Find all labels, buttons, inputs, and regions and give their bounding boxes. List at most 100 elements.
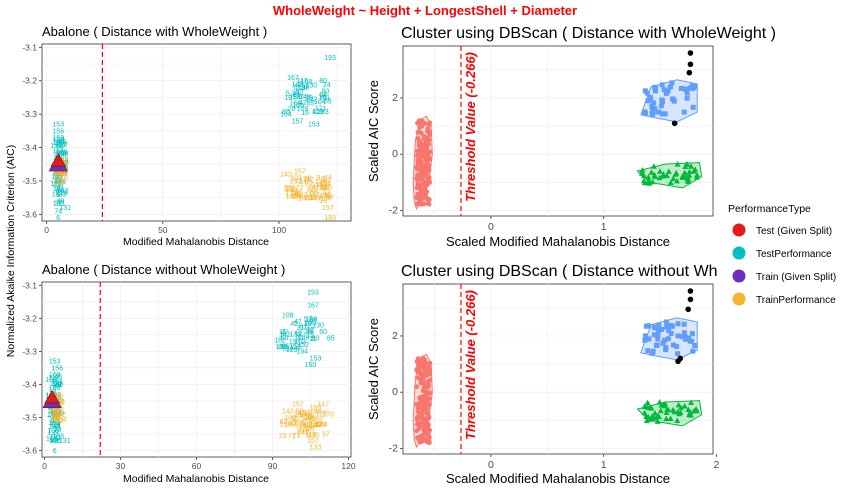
point-label: 117 — [48, 375, 59, 382]
cluster-point-blue — [675, 333, 681, 339]
point-label: 67 — [290, 420, 298, 427]
cluster-point-red — [424, 415, 430, 421]
legend-label: TrainPerformance — [756, 295, 836, 306]
point-label: 150 — [289, 344, 301, 351]
cluster-point-red — [418, 186, 424, 192]
cluster-point-green — [656, 413, 663, 420]
point-label: 28 — [304, 415, 312, 422]
cluster-point-blue — [684, 87, 690, 93]
point-label: 38 — [302, 84, 310, 91]
cluster-point-red — [414, 421, 420, 427]
point-label: 170 — [309, 422, 321, 429]
cluster-point-red — [427, 377, 433, 383]
cluster-point-green — [675, 401, 682, 408]
cluster-point-green — [674, 161, 681, 167]
point-label: 35 — [291, 416, 299, 423]
cluster-point-green — [641, 179, 648, 186]
panel-2-ticks: 0 1 2 0 -2 — [389, 92, 607, 233]
point-label: 86 — [52, 408, 60, 415]
cluster-point-red — [423, 423, 428, 428]
cluster-point-red — [424, 383, 430, 389]
point-label: 153 — [308, 122, 320, 129]
point-label: 166 — [49, 385, 61, 392]
point-label: 173 — [301, 414, 313, 421]
point-label: 68 — [53, 392, 61, 399]
point-label: 191 — [50, 435, 62, 442]
cluster-point-blue — [675, 351, 681, 357]
point-label: 85 — [293, 92, 301, 99]
cluster-point-green — [670, 175, 677, 182]
point-label: 59 — [51, 418, 59, 425]
point-label: 193 — [324, 55, 336, 62]
panel-2-grid — [403, 46, 713, 216]
tick-label-x: 120 — [341, 461, 355, 471]
cluster-point-blue — [678, 86, 684, 92]
tick-label-y: -3.1 — [22, 280, 37, 290]
point-label: 71 — [288, 434, 296, 441]
cluster-point-green — [669, 406, 676, 413]
cluster-point-red — [426, 367, 431, 373]
point-label: 95 — [50, 417, 58, 424]
point-label: 39 — [53, 169, 61, 176]
cluster-point-green — [661, 402, 668, 409]
point-label: 193 — [56, 142, 68, 149]
cluster-point-red — [417, 150, 423, 156]
cluster-point-red — [424, 169, 430, 175]
cluster-point-red — [423, 361, 429, 366]
cluster-point-blue — [667, 84, 673, 90]
point-label: 115 — [305, 432, 316, 439]
cluster-point-blue — [690, 104, 696, 110]
cluster-point-red — [414, 201, 420, 207]
point-label: 101 — [319, 181, 331, 188]
point-label: 193 — [307, 289, 319, 296]
point-label: 42 — [299, 100, 307, 107]
point-label: 10 — [50, 437, 58, 444]
point-label: 19 — [289, 339, 297, 346]
point-label: 156 — [51, 365, 63, 372]
point-label: 72 — [55, 180, 63, 187]
point-label: 165 — [292, 103, 304, 110]
point-label: 152 — [55, 170, 67, 177]
point-label: 16 — [301, 110, 309, 117]
cluster-point-blue — [659, 326, 665, 332]
cluster-point-blue — [662, 337, 668, 343]
point-label: 179 — [315, 421, 327, 428]
point-label: 56 — [323, 193, 331, 200]
noise-point — [677, 355, 684, 362]
cluster-point-blue — [660, 340, 666, 346]
cluster-point-blue — [659, 97, 665, 103]
cluster-point-red — [425, 174, 431, 180]
point-label: 114 — [50, 422, 61, 429]
point-label: 157 — [53, 171, 65, 178]
point-label: 101 — [46, 436, 58, 443]
point-label: 104 — [45, 377, 57, 384]
panel-2-ylabel: Scaled AIC Score — [366, 80, 381, 182]
point-label: 151 — [320, 180, 332, 187]
noise-point — [686, 69, 693, 76]
point-label: 6 — [56, 192, 60, 199]
point-label: 153 — [52, 122, 64, 129]
cluster-point-green — [667, 415, 674, 421]
cluster-point-red — [420, 181, 426, 187]
cluster-point-green — [651, 173, 658, 179]
panel-dbscan-with-wholeweight: Cluster using DBScan ( Distance with Who… — [366, 25, 776, 249]
panel-4-title: Cluster using DBScan ( Distance without … — [401, 263, 798, 280]
point-label: 128 — [53, 180, 65, 187]
noise-point — [671, 120, 678, 127]
point-label: 184 — [310, 409, 322, 416]
cluster-point-red — [426, 396, 432, 401]
cluster-point-red — [423, 135, 429, 140]
point-label: 53 — [53, 407, 61, 414]
cluster-point-red — [414, 185, 420, 191]
cluster-point-green — [674, 417, 681, 423]
cluster-point-green — [648, 169, 655, 175]
cluster-point-red — [426, 390, 431, 396]
cluster-point-red — [419, 365, 425, 371]
point-label: 10 — [53, 201, 61, 208]
legend-key — [732, 269, 746, 283]
point-label: 133 — [310, 445, 322, 452]
cluster-point-green — [693, 407, 700, 414]
point-label: 53 — [296, 408, 304, 415]
point-label: 22 — [314, 422, 322, 429]
point-label: 141 — [279, 332, 291, 339]
